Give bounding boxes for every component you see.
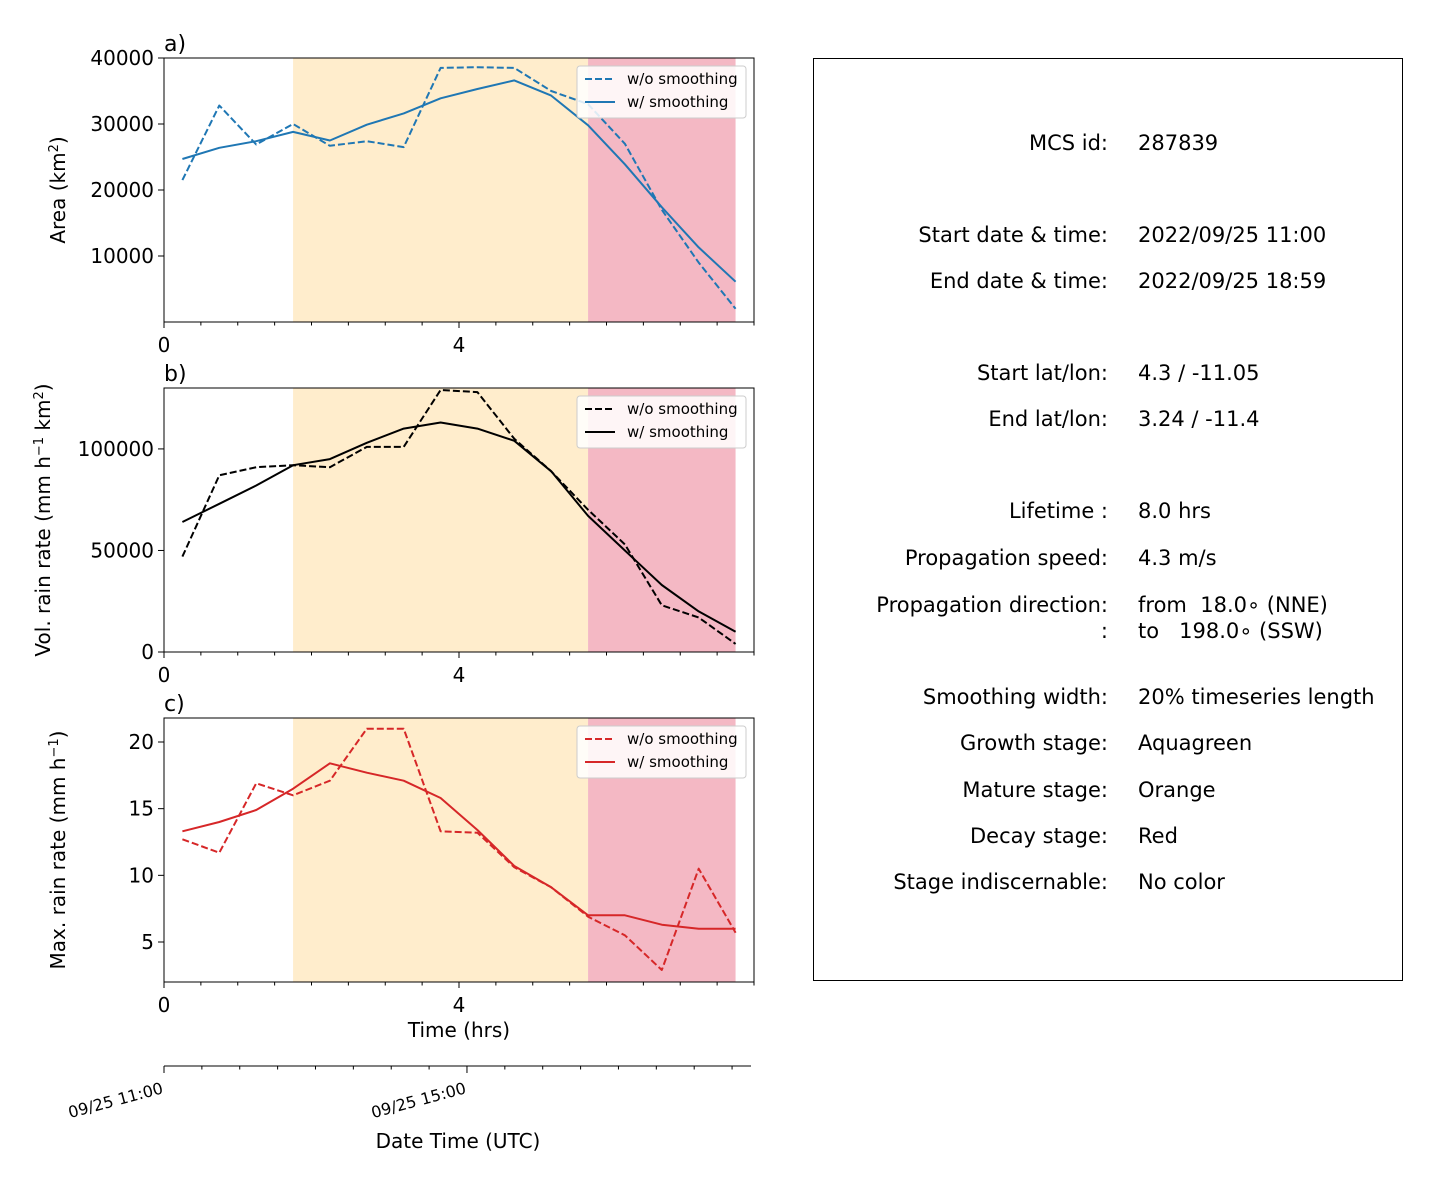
info-label: Propagation direction: [876, 593, 1108, 617]
x-tick-label: 4 [453, 663, 466, 687]
panel-label: c) [164, 692, 185, 717]
info-value: from 18.0∘ (NNE) [1138, 593, 1328, 617]
y-tick-label: 20000 [90, 178, 154, 202]
y-tick-label: 50000 [90, 538, 154, 562]
info-label: Decay stage: [970, 824, 1108, 848]
info-label: Stage indiscernable: [893, 870, 1108, 894]
x-axis-label: Time (hrs) [407, 1018, 510, 1042]
panel-label: a) [164, 32, 186, 57]
panel-a: 10000 20000 30000 40000 0 4 a) Area (km2) w/o sm… [46, 32, 755, 357]
info-label: Start lat/lon: [976, 361, 1108, 385]
panel-c: 5 10 15 20 0 4 c) Max. rain rate (mm h−1) w/o sm… [46, 692, 755, 1017]
y-tick-label: 10000 [90, 244, 154, 268]
info-label: Growth stage: [959, 731, 1108, 755]
series-line-raw [182, 727, 737, 971]
info-label: : [1100, 619, 1108, 643]
mcs-info-box [813, 58, 1403, 981]
info-value: 8.0 hrs [1138, 499, 1211, 523]
y-tick-label: 5 [141, 930, 154, 954]
series-line-raw [181, 66, 737, 310]
legend-box [576, 725, 747, 779]
x-tick-label: 4 [453, 333, 466, 357]
x-tick-label: 0 [158, 333, 171, 357]
legend-label: w/ smoothing [627, 93, 728, 111]
legend-label: w/o smoothing [627, 730, 738, 748]
info-value: 2022/09/25 18:59 [1138, 269, 1327, 293]
date-axis: 09/25 11:00 09/25 15:00 Date Time (UTC) [66, 1065, 751, 1153]
y-tick-label: 15 [129, 797, 154, 821]
stage-mature-band [293, 388, 589, 652]
info-value: 3.24 / -11.4 [1138, 407, 1260, 431]
panel-b: 0 50000 100000 0 4 b) Vol. rain rate (mm h−1 k… [31, 362, 755, 687]
legend-label: w/ smoothing [627, 753, 728, 771]
series-line-smoothed [181, 421, 737, 633]
x-tick-label: 0 [158, 663, 171, 687]
info-value: 287839 [1138, 131, 1219, 155]
y-axis-label: Max. rain rate (mm h−1) [46, 731, 70, 970]
y-axis-label: Vol. rain rate (mm h−1 km2) [31, 383, 55, 656]
info-value: 4.3 m/s [1138, 546, 1217, 570]
series-line-raw [181, 389, 737, 645]
panel-label: b) [164, 362, 187, 387]
date-tick-label: 09/25 15:00 [369, 1079, 468, 1123]
date-axis-label: Date Time (UTC) [376, 1129, 541, 1153]
info-label: Start date & time: [918, 223, 1108, 247]
legend-label: w/o smoothing [627, 70, 738, 88]
info-label: End date & time: [929, 269, 1108, 293]
info-value: 2022/09/25 11:00 [1138, 223, 1327, 247]
info-value: to 198.0∘ (SSW) [1138, 619, 1323, 643]
date-tick-label: 09/25 11:00 [66, 1079, 165, 1123]
info-value: Aquagreen [1138, 731, 1253, 755]
y-tick-label: 0 [141, 640, 154, 664]
y-tick-label: 40000 [90, 46, 154, 70]
legend-box [576, 65, 747, 119]
info-label: Smoothing width: [922, 685, 1108, 709]
series-line-smoothed [182, 762, 736, 930]
stage-mature-band [293, 718, 589, 982]
info-value: Orange [1138, 778, 1216, 802]
y-tick-label: 100000 [78, 437, 154, 461]
series-line-smoothed [182, 79, 737, 283]
info-value: Red [1138, 824, 1178, 848]
y-tick-label: 30000 [90, 112, 154, 136]
x-tick-label: 0 [158, 993, 171, 1017]
info-value: No color [1138, 870, 1225, 894]
y-tick-label: 10 [129, 863, 154, 887]
info-value: 20% timeseries length [1138, 685, 1375, 709]
y-tick-label: 20 [129, 730, 154, 754]
y-axis-label: Area (km2) [46, 136, 70, 243]
info-label: Mature stage: [962, 778, 1108, 802]
legend-box [576, 395, 747, 449]
info-label: Propagation speed: [904, 546, 1108, 570]
stage-mature-band [293, 58, 589, 322]
info-label: End lat/lon: [988, 407, 1108, 431]
x-tick-label: 4 [453, 993, 466, 1017]
legend-label: w/o smoothing [627, 400, 738, 418]
info-label: Lifetime : [1008, 499, 1108, 523]
legend-label: w/ smoothing [627, 423, 728, 441]
info-value: 4.3 / -11.05 [1138, 361, 1260, 385]
info-label: MCS id: [1028, 131, 1108, 155]
